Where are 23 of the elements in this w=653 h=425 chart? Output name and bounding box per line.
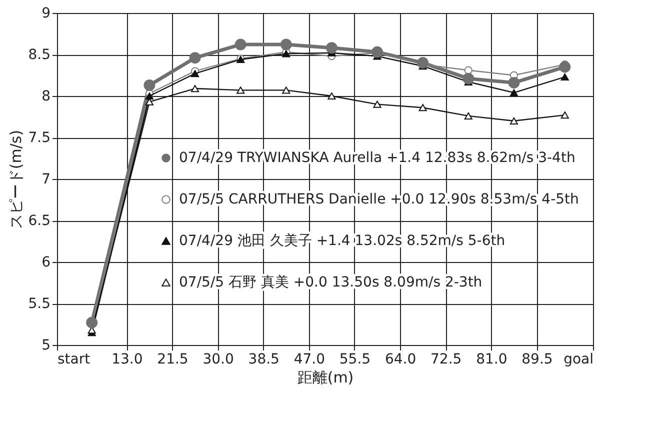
x-tick-label: 72.5 [430,352,462,368]
y-tick-label: 5.5 [28,296,50,312]
x-tick-label: 81.0 [476,352,508,368]
y-tick-label: 8.5 [28,47,50,63]
x-axis-title: 距離(m) [297,368,354,386]
y-axis-title: スピード(m/s) [7,130,26,230]
y-tick-label: 6 [42,254,51,270]
x-tick-label: 38.5 [248,352,280,368]
x-tick-label: goal [564,352,594,368]
y-tick-label: 5 [42,338,50,354]
x-tick-label: 47.0 [294,352,326,368]
x-tick-label: 21.5 [157,352,188,368]
y-tick-label: 9 [42,6,50,22]
x-tick-label: 89.5 [522,352,553,368]
y-tick-label: 7 [42,172,50,188]
x-tick-label: 55.5 [339,352,371,368]
x-tick-label: 30.0 [202,352,234,368]
y-tick-label: 8 [42,88,50,104]
y-tick-label: 7.5 [28,130,50,146]
x-tick-label: start [58,352,91,368]
x-tick-label: 13.0 [112,352,143,368]
y-tick-label: 6.5 [28,213,50,229]
x-tick-label: 64.0 [384,352,416,368]
